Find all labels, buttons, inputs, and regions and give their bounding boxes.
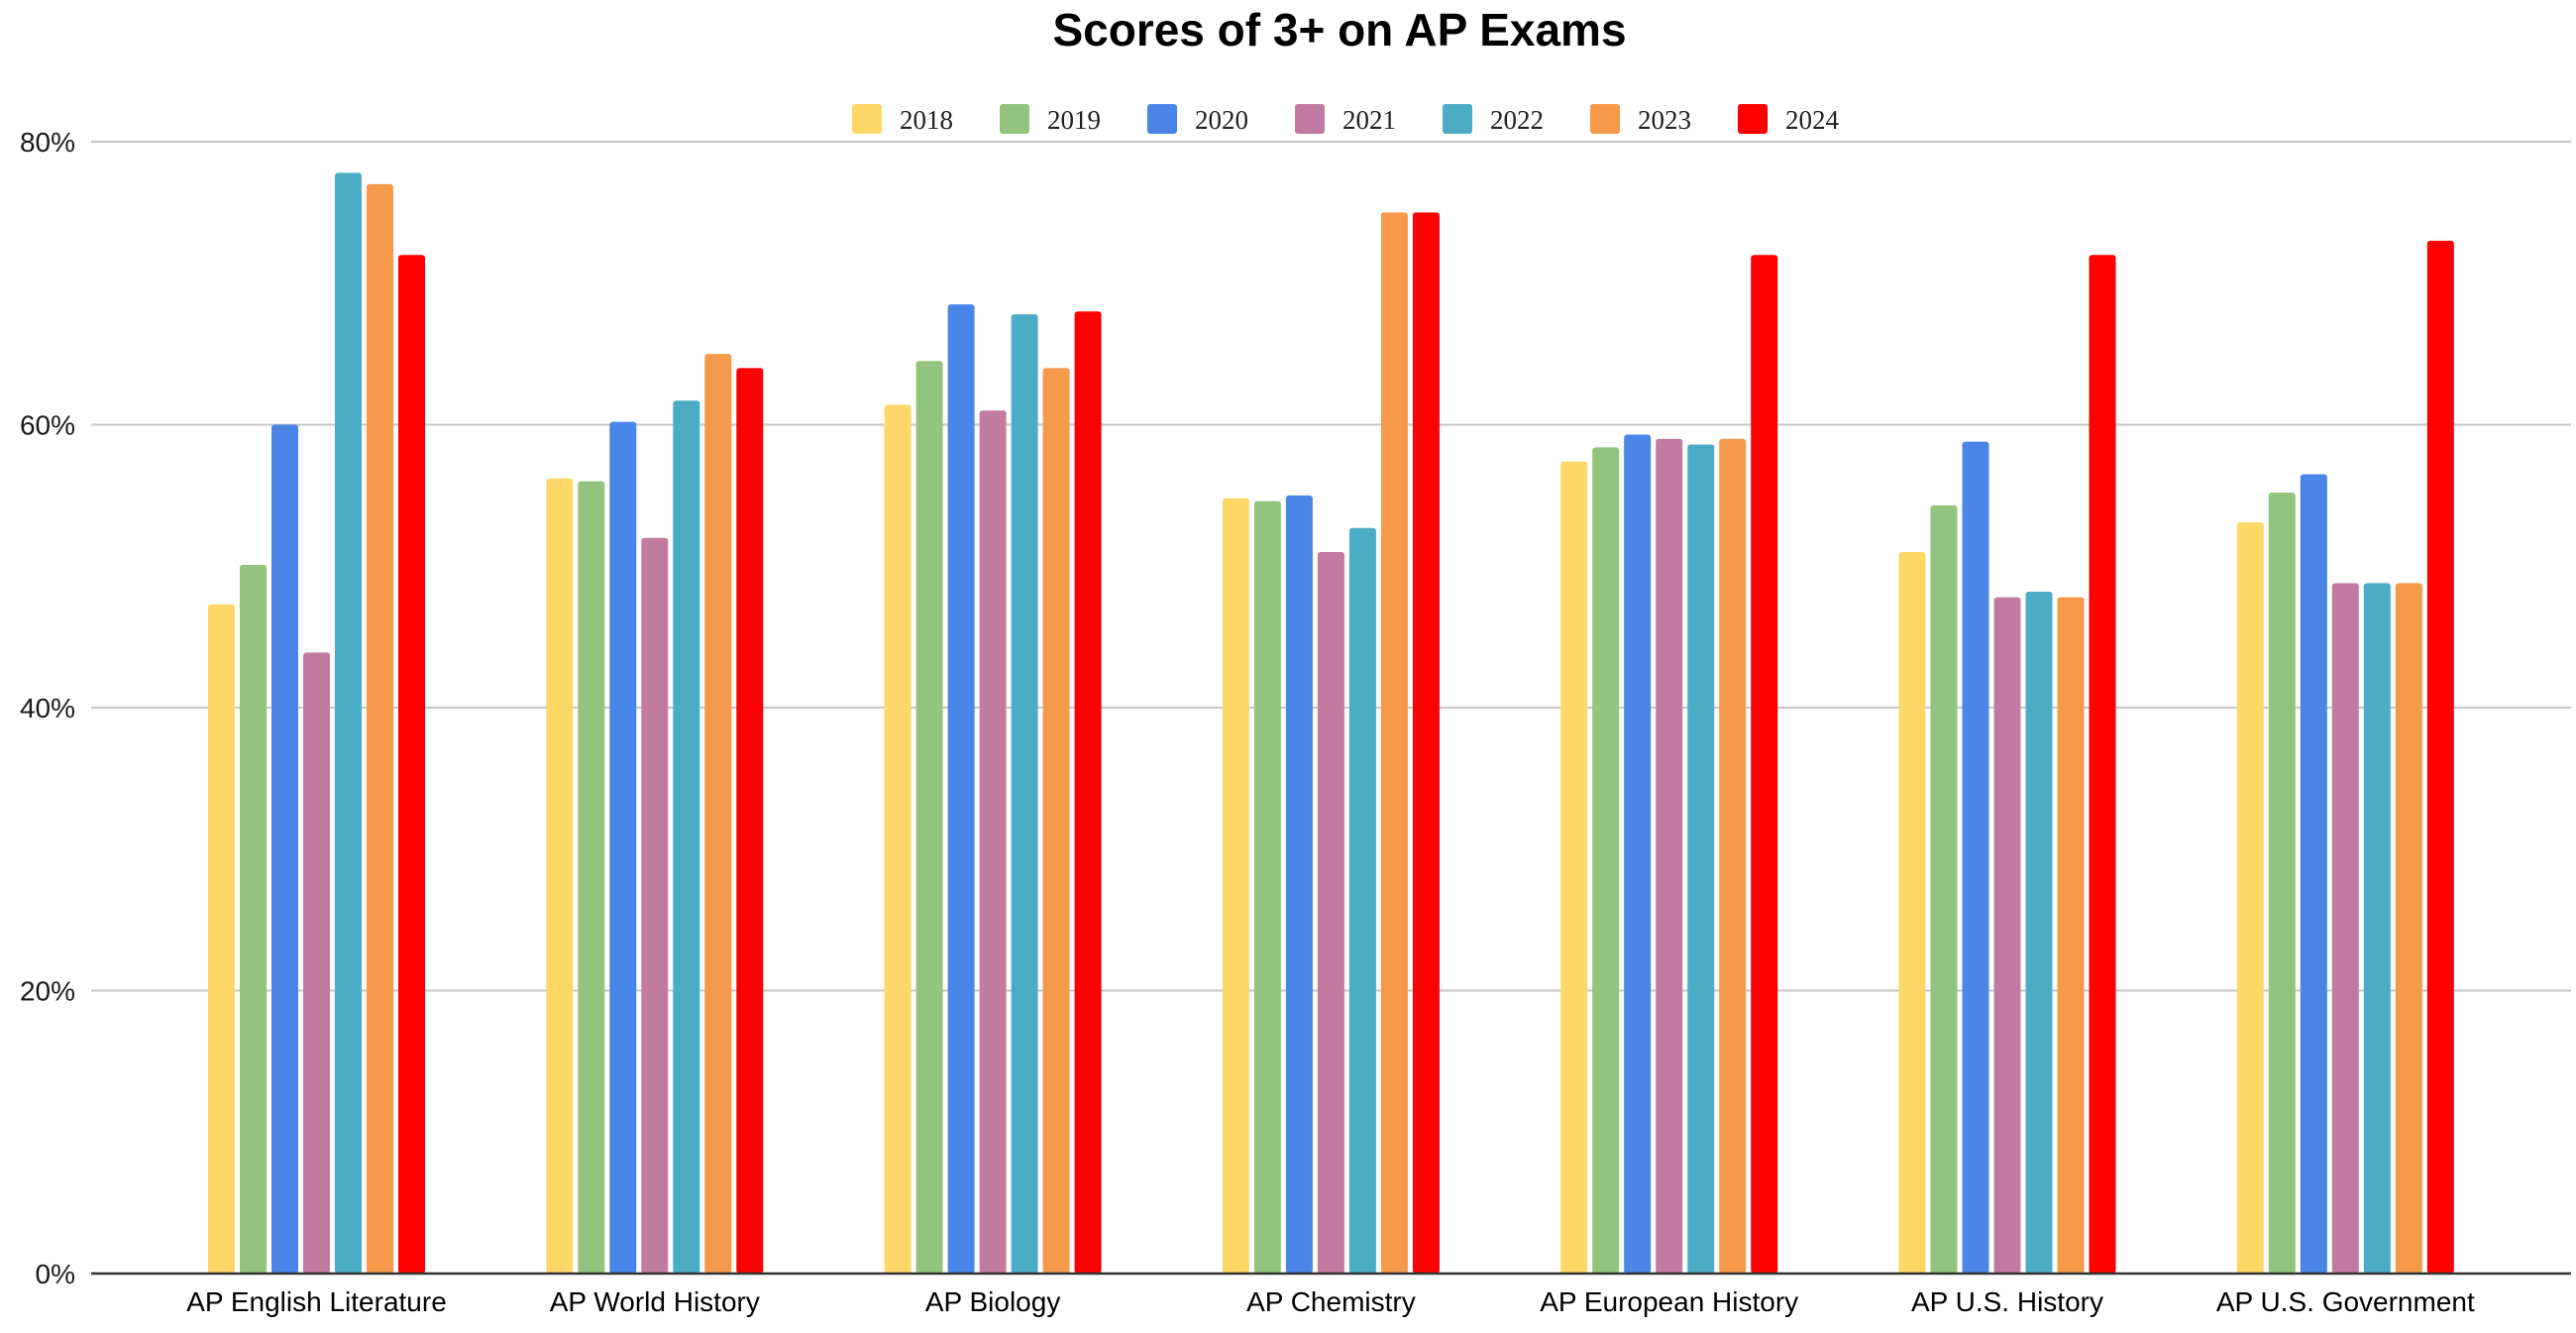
bar-ap-biology-2024: [1074, 311, 1102, 1274]
legend-label-2019: 2019: [1047, 105, 1101, 135]
legend-swatch-2019: [1000, 104, 1029, 134]
bar-group-ap-chemistry: [1222, 212, 1440, 1275]
bar-ap-u-s-history-2019: [1930, 504, 1958, 1274]
legend-swatch-2018: [852, 104, 882, 134]
bar-group-ap-world-history: [546, 354, 764, 1275]
bar-ap-chemistry-2019: [1253, 500, 1281, 1275]
legend-swatch-2021: [1295, 104, 1325, 134]
bar-ap-u-s-government-2021: [2331, 583, 2359, 1274]
bar-ap-english-literature-2019: [240, 564, 267, 1274]
y-tick-label-0: 0%: [36, 1259, 75, 1289]
bar-ap-world-history-2022: [673, 400, 700, 1274]
bar-group-ap-english-literature: [208, 172, 425, 1275]
legend-label-2020: 2020: [1195, 105, 1248, 135]
y-axis-labels: 0% 20% 40% 60% 80%: [20, 127, 75, 1289]
bar-ap-u-s-history-2022: [2025, 591, 2053, 1274]
bar-ap-chemistry-2024: [1412, 212, 1440, 1274]
bar-ap-english-literature-2021: [303, 652, 330, 1274]
bar-ap-biology-2019: [915, 361, 943, 1274]
legend-label-2018: 2018: [900, 105, 953, 135]
bar-ap-european-history-2022: [1687, 444, 1715, 1274]
bar-ap-u-s-history-2023: [2057, 597, 2085, 1274]
bar-group-ap-biology: [884, 304, 1102, 1275]
legend-item-2018: 2018: [852, 104, 953, 135]
bar-ap-european-history-2020: [1624, 434, 1652, 1274]
bar-ap-u-s-government-2020: [2300, 474, 2327, 1274]
bar-ap-u-s-government-2024: [2426, 240, 2454, 1274]
bar-ap-u-s-history-2021: [1993, 597, 2021, 1274]
bar-ap-chemistry-2022: [1348, 527, 1376, 1274]
legend-item-2023: 2023: [1590, 104, 1691, 135]
legend-item-2022: 2022: [1443, 104, 1544, 135]
bar-ap-biology-2022: [1011, 314, 1038, 1274]
legend-label-2024: 2024: [1785, 105, 1840, 135]
y-tick-label-80: 80%: [20, 127, 75, 158]
bar-ap-chemistry-2023: [1380, 212, 1408, 1274]
bar-ap-european-history-2024: [1751, 255, 1778, 1275]
x-tick-label-ap-chemistry: AP Chemistry: [1246, 1286, 1416, 1317]
bar-ap-european-history-2023: [1719, 438, 1747, 1274]
legend-label-2023: 2023: [1638, 105, 1691, 135]
legend-item-2020: 2020: [1147, 104, 1248, 135]
x-tick-label-ap-world-history: AP World History: [550, 1286, 760, 1317]
bar-group-ap-european-history: [1560, 255, 1778, 1275]
bar-ap-world-history-2023: [704, 354, 732, 1274]
legend-swatch-2023: [1590, 104, 1620, 134]
bar-ap-european-history-2021: [1656, 438, 1683, 1274]
y-tick-label-60: 60%: [20, 410, 75, 441]
bar-ap-u-s-government-2019: [2268, 493, 2296, 1274]
bar-ap-english-literature-2024: [398, 255, 425, 1275]
bar-group-ap-u-s-history: [1898, 255, 2116, 1275]
bar-ap-u-s-history-2024: [2089, 255, 2116, 1275]
bar-ap-u-s-history-2020: [1962, 441, 1989, 1274]
legend-swatch-2020: [1147, 104, 1177, 134]
bar-ap-u-s-government-2018: [2236, 521, 2264, 1274]
bar-ap-european-history-2018: [1560, 461, 1588, 1274]
bar-ap-biology-2021: [979, 410, 1007, 1275]
bar-ap-chemistry-2018: [1222, 498, 1249, 1275]
legend-label-2022: 2022: [1490, 105, 1544, 135]
bar-ap-biology-2018: [884, 404, 912, 1274]
x-tick-label-ap-english-literature: AP English Literature: [186, 1286, 447, 1317]
y-tick-label-20: 20%: [20, 976, 75, 1007]
bars: [208, 172, 2454, 1275]
bar-ap-european-history-2019: [1592, 447, 1620, 1275]
x-axis-labels: AP English Literature AP World History AP …: [186, 1286, 2475, 1317]
bar-ap-english-literature-2020: [271, 424, 298, 1274]
x-tick-label-ap-biology: AP Biology: [925, 1286, 1060, 1317]
legend-item-2024: 2024: [1738, 104, 1840, 135]
bar-ap-world-history-2021: [641, 537, 669, 1274]
bar-ap-world-history-2024: [736, 368, 764, 1274]
x-tick-label-ap-european-history: AP European History: [1540, 1286, 1798, 1317]
bar-ap-english-literature-2018: [208, 604, 235, 1274]
bar-ap-world-history-2019: [578, 481, 605, 1275]
bar-ap-chemistry-2021: [1317, 551, 1344, 1274]
bar-ap-u-s-history-2018: [1898, 551, 1926, 1274]
legend-item-2021: 2021: [1295, 104, 1396, 135]
y-tick-label-40: 40%: [20, 693, 75, 723]
chart-title: Scores of 3+ on AP Exams: [1052, 4, 1626, 56]
legend-label-2021: 2021: [1342, 105, 1396, 135]
bar-ap-chemistry-2020: [1285, 495, 1313, 1274]
bar-group-ap-u-s-government: [2236, 240, 2454, 1274]
bar-ap-english-literature-2023: [367, 183, 393, 1275]
legend-swatch-2022: [1443, 104, 1472, 134]
bar-ap-world-history-2020: [609, 421, 637, 1274]
bar-ap-world-history-2018: [546, 478, 574, 1274]
bar-ap-biology-2023: [1042, 368, 1070, 1274]
bar-ap-u-s-government-2023: [2395, 583, 2422, 1274]
bar-ap-biology-2020: [947, 304, 975, 1275]
bar-ap-u-s-government-2022: [2363, 583, 2391, 1274]
legend: 2018 2019 2020 2021 2022 2023 2024: [852, 104, 1840, 135]
bar-ap-english-literature-2022: [335, 172, 362, 1274]
x-tick-label-ap-u-s-government: AP U.S. Government: [2216, 1286, 2475, 1317]
legend-swatch-2024: [1738, 104, 1768, 134]
legend-item-2019: 2019: [1000, 104, 1101, 135]
x-tick-label-ap-u-s-history: AP U.S. History: [1911, 1286, 2103, 1317]
